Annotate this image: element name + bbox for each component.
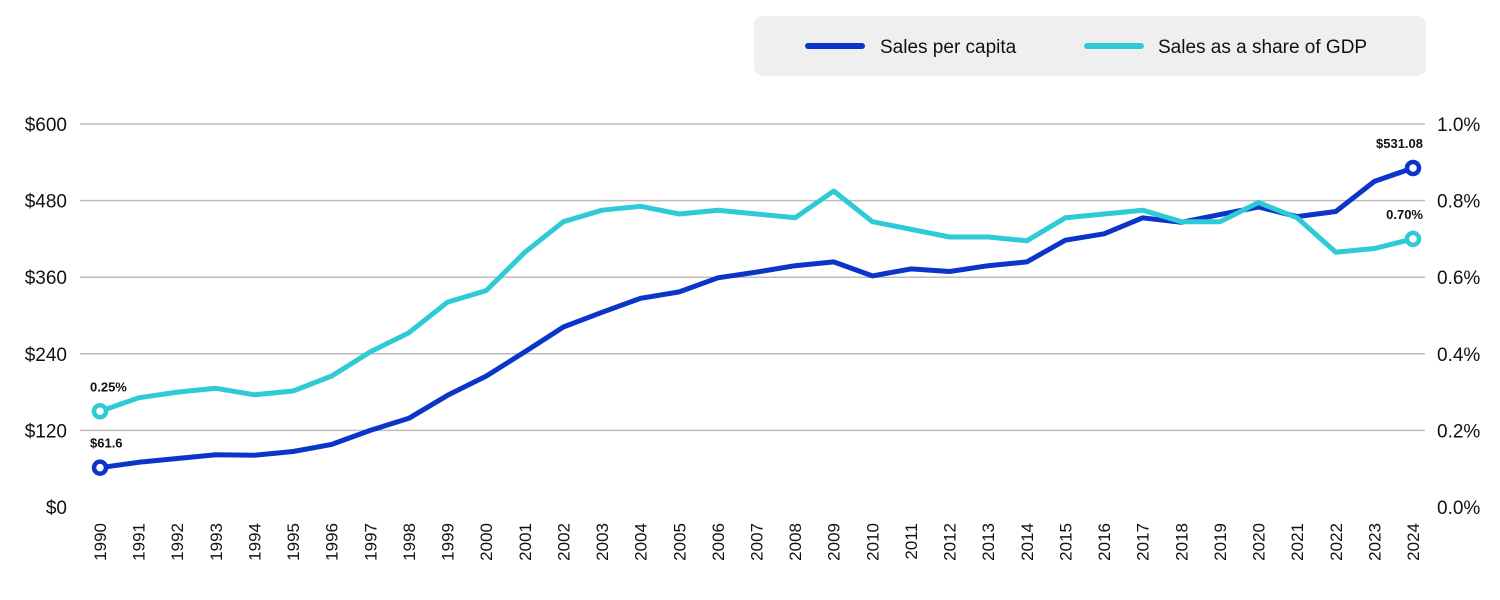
x-tick-label: 2007 xyxy=(748,523,767,561)
y-left-tick-label: $120 xyxy=(25,421,67,442)
x-tick-label: 1998 xyxy=(400,523,419,561)
legend: Sales per capita Sales as a share of GDP xyxy=(754,16,1426,76)
x-tick-label: 2020 xyxy=(1250,523,1269,561)
x-tick-label: 1993 xyxy=(207,523,226,561)
y-left-tick-label: $600 xyxy=(25,115,67,136)
x-tick-label: 2018 xyxy=(1172,523,1191,561)
x-tick-label: 1999 xyxy=(439,523,458,561)
data-label: $531.08 xyxy=(1376,136,1423,151)
x-tick-label: 2017 xyxy=(1134,523,1153,561)
x-tick-label: 2013 xyxy=(979,523,998,561)
legend-label-sales-share-gdp: Sales as a share of GDP xyxy=(1158,37,1367,58)
y-left-tick-label: $360 xyxy=(25,268,67,289)
endpoint-marker xyxy=(1404,230,1422,248)
x-tick-label: 1996 xyxy=(323,523,342,561)
x-tick-label: 2015 xyxy=(1056,523,1075,561)
x-tick-label: 2003 xyxy=(593,523,612,561)
x-tick-label: 2009 xyxy=(825,523,844,561)
endpoint-marker xyxy=(91,403,109,420)
endpoint-marker xyxy=(91,459,109,476)
x-tick-label: 1990 xyxy=(91,523,110,561)
x-tick-label: 2008 xyxy=(786,523,805,561)
x-tick-label: 2006 xyxy=(709,523,728,561)
right-axis: 0.0% 0.2% 0.4% 0.6% 0.8% 1.0% xyxy=(1437,115,1480,519)
data-labels: $61.6 $531.08 0.25% 0.70% xyxy=(90,136,1423,451)
x-tick-label: 1995 xyxy=(284,523,303,561)
y-right-tick-label: 0.4% xyxy=(1437,345,1480,366)
x-tick-label: 2010 xyxy=(863,523,882,561)
y-right-tick-label: 0.8% xyxy=(1437,192,1480,213)
x-tick-label: 1994 xyxy=(245,523,264,561)
x-tick-label: 2002 xyxy=(554,523,573,561)
x-tick-label: 1992 xyxy=(168,523,187,561)
x-tick-label: 2005 xyxy=(670,523,689,561)
left-axis: $0 $120 $240 $360 $480 $600 xyxy=(25,115,67,519)
x-tick-label: 2022 xyxy=(1327,523,1346,561)
y-left-tick-label: $240 xyxy=(25,345,67,366)
data-label: $61.6 xyxy=(90,436,123,451)
y-left-tick-label: $0 xyxy=(46,498,67,519)
endpoint-marker xyxy=(1404,159,1422,177)
x-tick-label: 1991 xyxy=(130,523,149,561)
x-tick-label: 2019 xyxy=(1211,523,1230,561)
x-tick-label: 2021 xyxy=(1288,523,1307,561)
x-tick-label: 2000 xyxy=(477,523,496,561)
x-tick-label: 2012 xyxy=(941,523,960,561)
series xyxy=(91,159,1422,476)
x-tick-label: 2016 xyxy=(1095,523,1114,561)
gridlines xyxy=(80,123,1425,432)
x-tick-label: 2004 xyxy=(632,523,651,561)
data-label: 0.25% xyxy=(90,379,127,394)
series-line-1 xyxy=(97,188,1416,414)
x-tick-label: 1997 xyxy=(361,523,380,561)
y-right-tick-label: 0.6% xyxy=(1437,268,1480,289)
x-tick-label: 2001 xyxy=(516,523,535,561)
x-tick-label: 2011 xyxy=(902,523,921,560)
x-tick-label: 2014 xyxy=(1018,523,1037,561)
y-right-tick-label: 0.0% xyxy=(1437,498,1480,519)
y-right-tick-label: 0.2% xyxy=(1437,421,1480,442)
y-right-tick-label: 1.0% xyxy=(1437,115,1480,136)
x-tick-label: 2024 xyxy=(1404,523,1423,561)
x-axis: 1990 1991 1992 1993 1994 1995 1996 1997 1998 1999… xyxy=(91,523,1423,561)
data-label: 0.70% xyxy=(1386,207,1423,222)
legend-label-sales-per-capita: Sales per capita xyxy=(880,37,1017,58)
x-tick-label: 2023 xyxy=(1365,523,1384,561)
y-left-tick-label: $480 xyxy=(25,192,67,213)
